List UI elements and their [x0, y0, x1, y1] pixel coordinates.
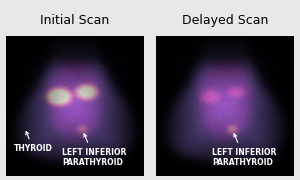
- Text: LEFT INFERIOR
PARATHYROID: LEFT INFERIOR PARATHYROID: [62, 134, 126, 167]
- Text: THYROID: THYROID: [14, 132, 52, 153]
- Text: Initial Scan: Initial Scan: [40, 14, 110, 27]
- Text: LEFT INFERIOR
PARATHYROID: LEFT INFERIOR PARATHYROID: [212, 134, 276, 167]
- Text: Delayed Scan: Delayed Scan: [182, 14, 268, 27]
